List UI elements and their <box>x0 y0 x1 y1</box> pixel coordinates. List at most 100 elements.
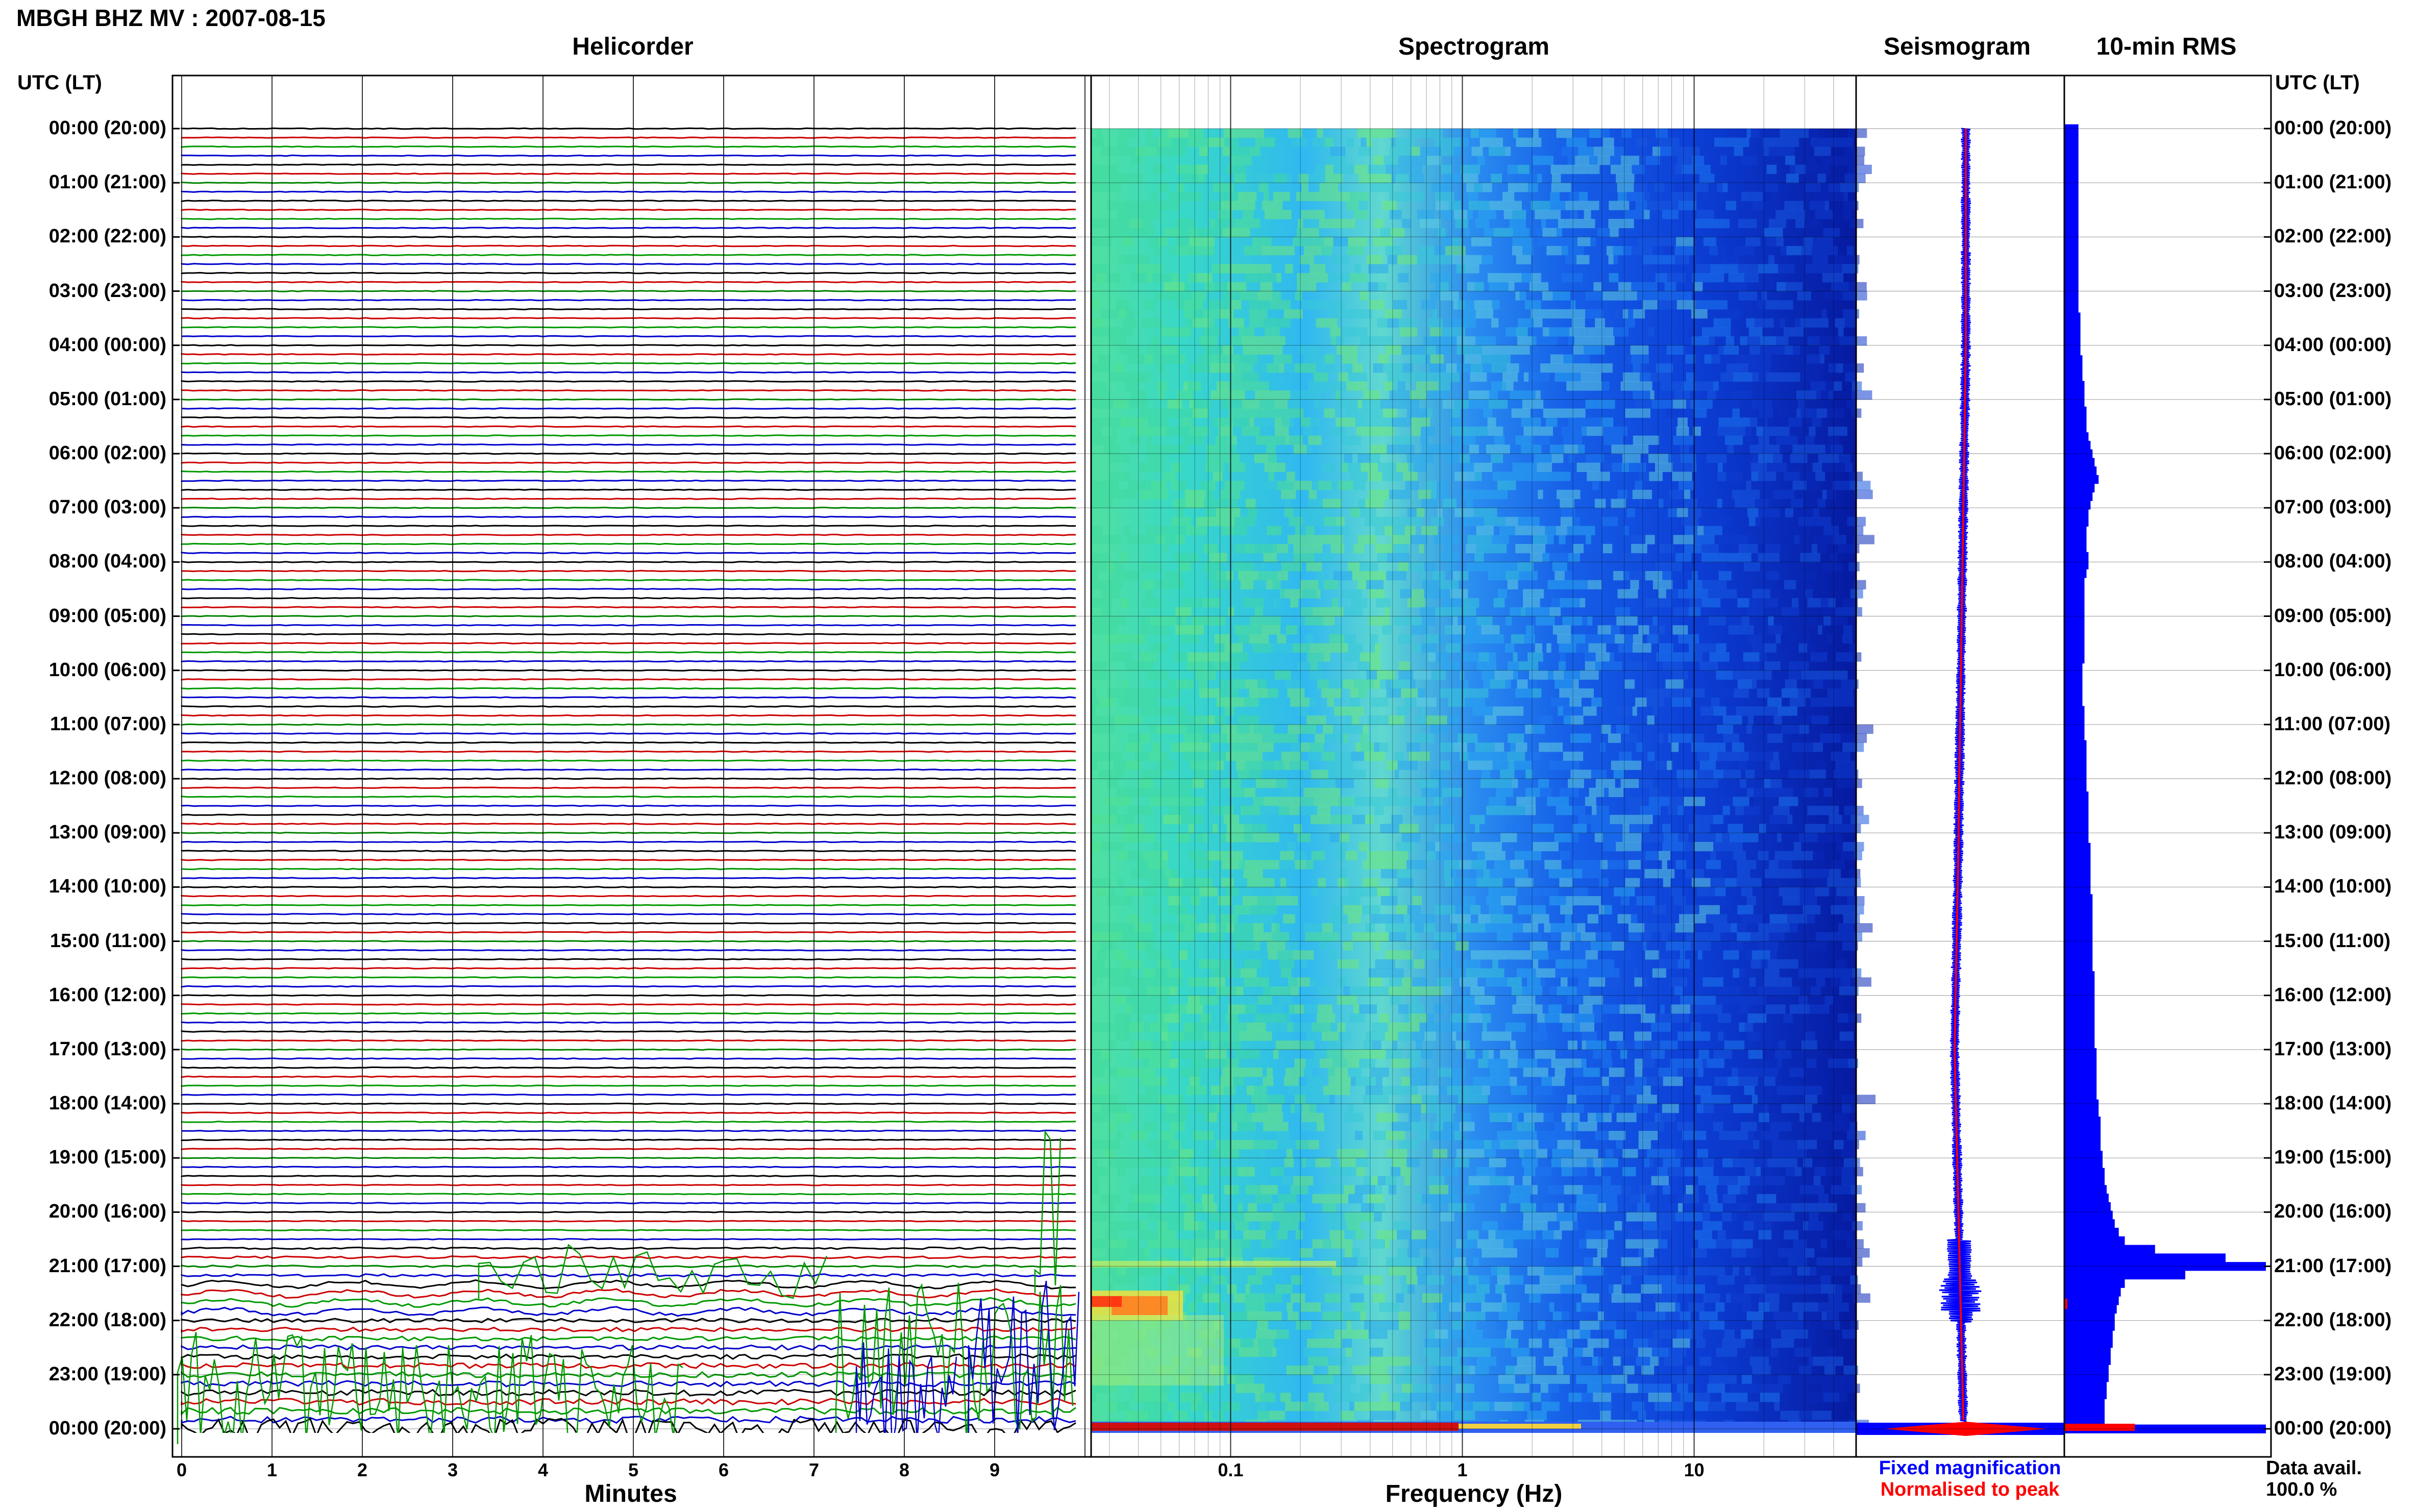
rms-bar <box>2064 1117 2101 1126</box>
helicorder-trace <box>181 172 1076 175</box>
rms-bar <box>2064 1056 2097 1066</box>
helicorder-trace <box>181 353 1076 356</box>
spectrogram-title: Spectrogram <box>1398 33 1550 60</box>
helicorder-trace <box>181 633 1076 636</box>
minute-tick: 9 <box>989 1459 1000 1480</box>
helicorder-trace <box>181 1012 1076 1015</box>
helicorder-trace <box>181 515 1076 518</box>
rms-bar <box>2064 842 2091 852</box>
spectrogram-x-label: Frequency (Hz) <box>1385 1480 1563 1507</box>
helicorder-trace <box>181 786 1076 789</box>
rms-bar <box>2064 1356 2111 1365</box>
time-tick-right: 12:00 (08:00) <box>2274 767 2392 789</box>
helicorder-trace <box>181 1279 1076 1290</box>
helicorder-trace <box>181 723 1076 726</box>
rms-bar <box>2064 150 2079 159</box>
helicorder-trace <box>181 877 1076 879</box>
rms-bar <box>2064 1245 2155 1254</box>
time-tick-left: 12:00 (08:00) <box>48 767 166 789</box>
rms-bar <box>2064 851 2091 860</box>
utc-label-right: UTC (LT) <box>2275 71 2360 94</box>
rms-bar <box>2064 765 2087 775</box>
data-avail-label: Data avail. <box>2266 1457 2362 1479</box>
frequency-tick: 10 <box>1684 1459 1705 1480</box>
helicorder-trace <box>181 931 1076 934</box>
helicorder-trace <box>181 1138 1076 1142</box>
rms-bar <box>2064 783 2087 792</box>
helicorder-trace <box>181 597 1076 600</box>
frequency-tick: 0.1 <box>1218 1459 1244 1480</box>
time-tick-right: 18:00 (14:00) <box>2274 1093 2392 1114</box>
rms-bar <box>2064 800 2089 809</box>
rms-bar <box>2064 1014 2095 1023</box>
helicorder-trace <box>181 1048 1076 1051</box>
time-tick-left: 05:00 (01:00) <box>48 388 166 410</box>
time-tick-left: 08:00 (04:00) <box>48 551 166 573</box>
time-tick-left: 18:00 (14:00) <box>48 1093 166 1114</box>
helicorder-trace <box>181 236 1076 238</box>
rms-bar <box>2064 637 2085 647</box>
time-tick-right: 08:00 (04:00) <box>2274 551 2392 573</box>
time-tick-left: 16:00 (12:00) <box>48 984 166 1006</box>
rms-bar <box>2064 646 2085 655</box>
helicorder-trace <box>181 461 1076 464</box>
rms-bar <box>2064 1142 2101 1151</box>
rms-bar <box>2064 176 2079 185</box>
time-tick-right: 06:00 (02:00) <box>2274 442 2392 464</box>
helicorder-trace <box>181 470 1076 473</box>
helicorder-trace <box>181 398 1076 401</box>
helicorder-burst <box>968 1280 1080 1449</box>
helicorder-trace <box>181 1166 1076 1169</box>
seismogram-trace <box>1856 128 2064 1436</box>
rms-bar <box>2064 192 2079 202</box>
rms-bar <box>2064 1407 2105 1417</box>
helicorder-trace <box>181 741 1076 744</box>
helicorder-trace <box>181 1273 1076 1278</box>
rms-bar <box>2064 1065 2097 1074</box>
rms-bar <box>2064 1176 2105 1185</box>
rms-bar <box>2064 141 2079 151</box>
helicorder-trace <box>181 190 1076 193</box>
helicorder-trace <box>181 362 1076 365</box>
panel-frames <box>171 75 2272 1458</box>
spectrogram-bottom-band <box>1091 1423 1459 1431</box>
rms-bar <box>2064 740 2087 749</box>
helicorder-trace <box>181 660 1076 663</box>
rms-bar <box>2064 1304 2117 1314</box>
rms-bar <box>2064 475 2099 484</box>
helicorder-trace <box>181 1111 1076 1114</box>
helicorder-trace <box>181 624 1076 627</box>
helicorder-trace <box>181 344 1076 346</box>
rms-bar <box>2064 338 2081 347</box>
helicorder-trace <box>181 1344 1076 1351</box>
helicorder-trace <box>181 1039 1076 1042</box>
time-tick-left: 11:00 (07:00) <box>50 713 166 735</box>
helicorder-trace <box>181 1335 1076 1342</box>
helicorder-burst <box>478 1244 828 1299</box>
rms-bar <box>2064 449 2093 458</box>
rms-bar <box>2064 466 2097 476</box>
time-tick-right: 10:00 (06:00) <box>2274 659 2392 681</box>
rms-bar <box>2064 1373 2109 1382</box>
rms-bar <box>2064 321 2081 330</box>
time-tick-left: 21:00 (17:00) <box>48 1255 166 1277</box>
time-tick-left: 06:00 (02:00) <box>48 442 166 464</box>
helicorder-trace <box>181 976 1076 979</box>
rms-bar <box>2064 911 2093 921</box>
helicorder-trace <box>181 416 1076 419</box>
helicorder-trace <box>181 1246 1076 1250</box>
helicorder-trace <box>181 1129 1076 1132</box>
rms-bar <box>2064 415 2087 424</box>
time-tick-left: 23:00 (19:00) <box>48 1363 166 1385</box>
rms-bar <box>2064 997 2095 1006</box>
helicorder-trace <box>181 1066 1076 1069</box>
rms-bar <box>2064 355 2083 364</box>
helicorder-trace <box>181 1238 1076 1241</box>
rms-bar <box>2064 1168 2105 1177</box>
minute-tick: 7 <box>808 1459 820 1480</box>
rms-bar <box>2064 603 2085 612</box>
time-tick-right: 20:00 (16:00) <box>2274 1201 2392 1223</box>
rms-bar <box>2064 594 2085 604</box>
rms-bar <box>2064 440 2091 450</box>
